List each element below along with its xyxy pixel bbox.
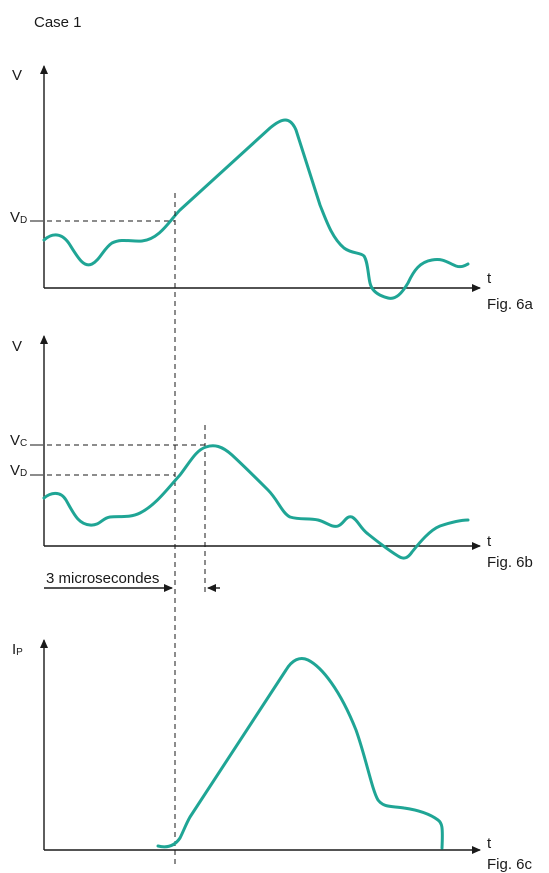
x-axis-label-6c: t: [487, 835, 492, 852]
y-axis-label-6c: IP: [12, 641, 23, 658]
panel-6c: IP t Fig. 6c: [12, 639, 533, 873]
panel-6a: V t Fig. 6a VD: [10, 65, 534, 313]
signal-curve-6b: [42, 444, 470, 560]
current-curve-6c: [156, 656, 444, 850]
level-label-vd-6a: VD: [10, 209, 27, 226]
interval-label-6b: 3 microsecondes: [46, 570, 159, 587]
y-axis-label-6b: V: [12, 338, 22, 355]
x-axis-label-6b: t: [487, 533, 492, 550]
case-title: Case 1: [34, 14, 82, 31]
x-axis-label-6a: t: [487, 270, 492, 287]
signal-curve-6a: [42, 118, 470, 300]
level-label-vc-6b: VC: [10, 432, 27, 449]
panel-6b: V t Fig. 6b VC VD 3 microsecondes: [10, 335, 533, 592]
caption-6a: Fig. 6a: [487, 296, 534, 313]
caption-6c: Fig. 6c: [487, 856, 533, 873]
y-axis-label-6a: V: [12, 67, 22, 84]
level-label-vd-6b: VD: [10, 462, 27, 479]
caption-6b: Fig. 6b: [487, 554, 533, 571]
